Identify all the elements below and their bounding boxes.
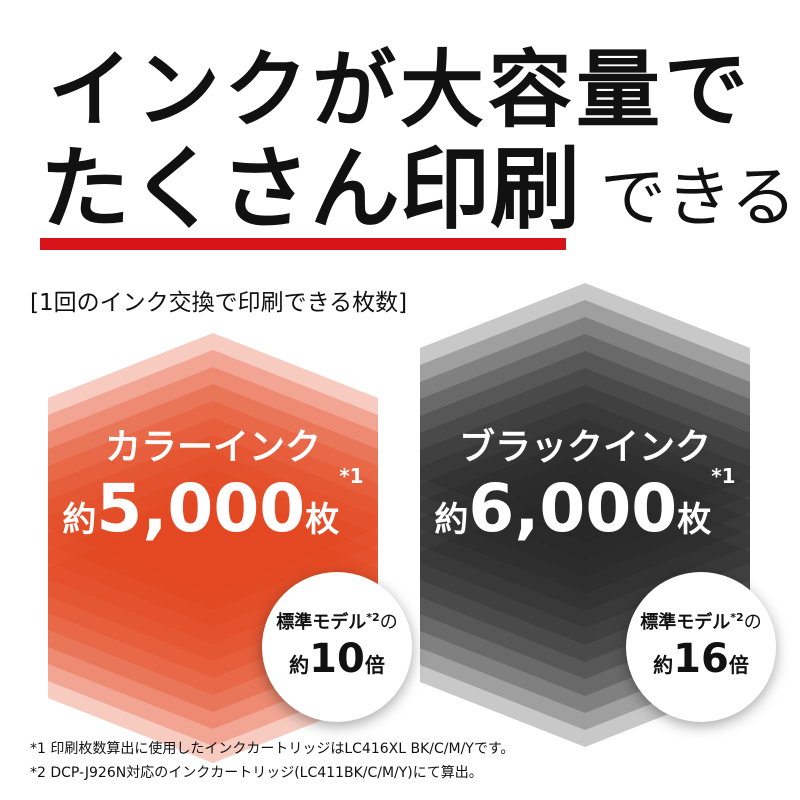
- value: 6,000: [468, 470, 678, 547]
- badge-text: 標準モデル: [276, 612, 367, 633]
- hexagon-layer: [48, 333, 378, 593]
- headline-line2: たくさん印刷 できる: [40, 140, 797, 248]
- badge-text: 標準モデル: [640, 612, 731, 633]
- caption: [1回のインク交換で印刷できる枚数]: [30, 290, 408, 316]
- hexagon-layer: [420, 300, 750, 560]
- badge-value: 16: [673, 636, 729, 682]
- black-ink-badge: 標準モデル*2の 約16倍: [626, 572, 776, 722]
- suffix: 枚: [677, 500, 712, 540]
- badge-particle: の: [743, 612, 762, 633]
- hexagon-layer: [48, 384, 378, 644]
- badge-suffix: 倍: [728, 653, 749, 677]
- footnote-1: *1 印刷枚数算出に使用したインクカートリッジはLC416XL BK/C/M/Y…: [30, 741, 515, 757]
- headline-line1: インクが大容量で: [47, 41, 752, 139]
- prefix: 約: [62, 500, 97, 540]
- badge-particle: の: [379, 612, 398, 633]
- hexagon-layer: [420, 368, 750, 628]
- hexagon-layer: [48, 367, 378, 627]
- hexagon-layer: [420, 334, 750, 594]
- black-ink-amount: 約6,000枚 *1: [420, 464, 750, 547]
- badge-suffix: 倍: [364, 653, 385, 677]
- black-ink-label: ブラックインク 約6,000枚 *1: [420, 418, 750, 547]
- color-ink-name: カラーインク: [104, 427, 321, 468]
- badge-prefix: 約: [653, 653, 674, 677]
- color-ink-badge: 標準モデル*2の 約10倍: [262, 572, 412, 722]
- note: *1: [339, 464, 364, 488]
- suffix: 枚: [305, 500, 340, 540]
- badge-prefix: 約: [289, 653, 310, 677]
- black-ink-name: ブラックインク: [458, 427, 711, 468]
- color-ink-amount: 約5,000枚 *1: [48, 464, 378, 547]
- badge-note: *2: [730, 611, 744, 624]
- hexagon-layer: [420, 317, 750, 577]
- hexagon-layer: [48, 350, 378, 610]
- prefix: 約: [434, 500, 469, 540]
- red-underline: [40, 238, 566, 250]
- value: 5,000: [96, 470, 306, 547]
- badge-value: 10: [309, 636, 365, 682]
- footnote-2: *2 DCP-J926N対応のインクカートリッジ(LC411BK/C/M/Y)に…: [30, 765, 483, 781]
- color-ink-label: カラーインク 約5,000枚 *1: [48, 418, 378, 547]
- hexagon-layer: [420, 351, 750, 611]
- hexagon-layer: [420, 283, 750, 543]
- note: *1: [711, 464, 736, 488]
- headline-rest: できる: [600, 159, 797, 236]
- badge-note: *2: [366, 611, 380, 624]
- headline-bold: たくさん印刷: [40, 137, 580, 242]
